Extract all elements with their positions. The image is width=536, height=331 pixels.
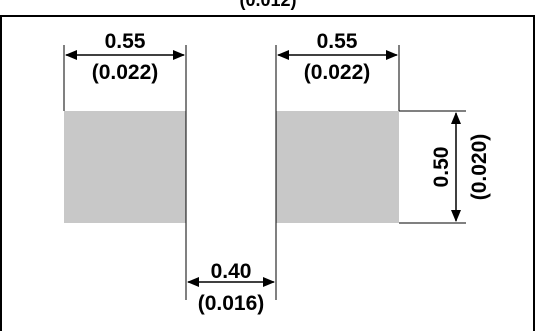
pad-gap-in: (0.016) — [198, 292, 265, 315]
pad-height-mm: 0.50 — [430, 147, 453, 188]
left-pad-width-in: (0.022) — [92, 61, 159, 84]
right-pad-width-in: (0.022) — [304, 61, 371, 84]
top-clipped-label: (0.012) — [239, 0, 296, 10]
left-pad — [64, 111, 186, 223]
pad-height-in: (0.020) — [468, 134, 491, 201]
pad-gap-mm: 0.40 — [211, 260, 252, 283]
diagram-frame — [0, 15, 535, 331]
right-pad — [276, 111, 399, 223]
right-pad-width-mm: 0.55 — [317, 30, 358, 53]
left-pad-width-mm: 0.55 — [105, 30, 146, 53]
